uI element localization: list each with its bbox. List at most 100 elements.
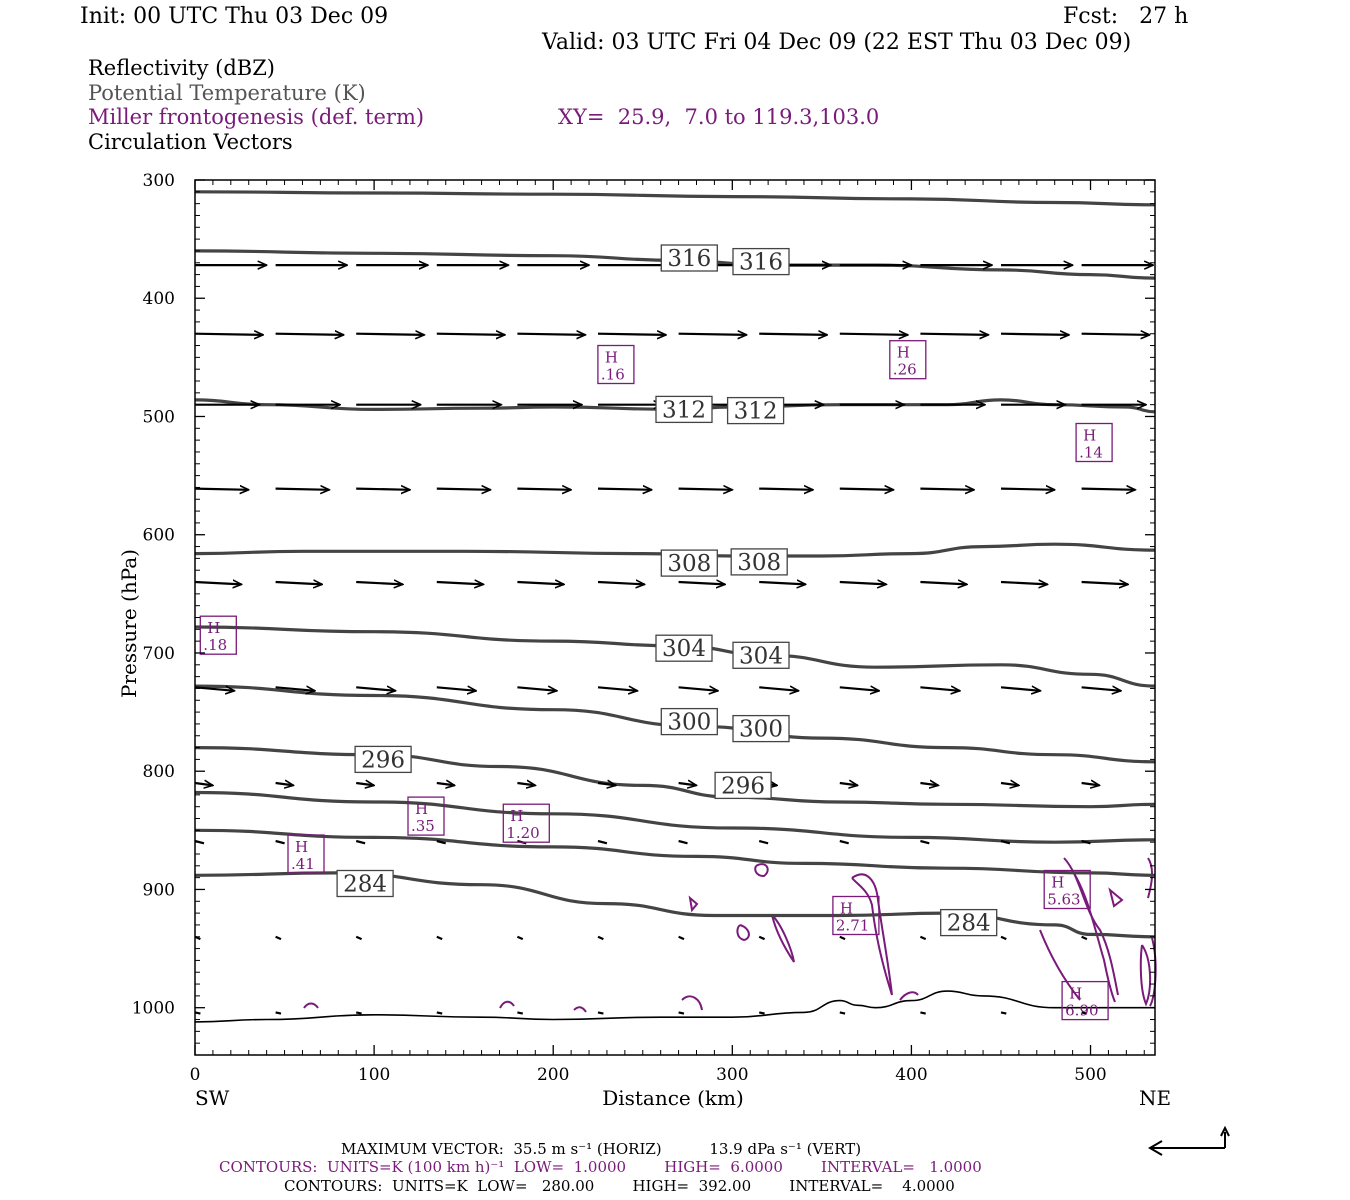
circulation-vector [1081, 935, 1088, 941]
theta-label: 284 [336, 869, 394, 898]
circulation-vector [759, 687, 798, 691]
circulation-vector [275, 334, 344, 335]
maximum-label: H [897, 344, 910, 362]
frontogenesis-contours [303, 857, 1157, 1013]
maximum-value: 1.20 [506, 824, 539, 842]
frontogenesis-contour [681, 995, 703, 1011]
maximum-label: H [605, 349, 618, 367]
circulation-vector [275, 783, 294, 785]
maximum-label: H [1083, 427, 1096, 445]
theta-label: 312 [726, 396, 785, 425]
y-tick-label: 300 [143, 171, 175, 191]
maximum-value: 2.71 [836, 917, 869, 935]
maximum-value: .14 [1079, 444, 1103, 462]
circulation-vector [597, 687, 637, 691]
circulation-vector [356, 687, 395, 691]
x-tick-label: 500 [1074, 1065, 1106, 1085]
circulation-vector [920, 687, 959, 691]
x-tick-label: 400 [895, 1065, 927, 1085]
maximum-value: .18 [203, 636, 227, 654]
theta-line-296 [194, 746, 1156, 809]
x-axis-title: Distance (km) [602, 1086, 744, 1110]
frontogenesis-contour [754, 863, 769, 878]
circulation-vector [275, 489, 330, 490]
maximum-label: H [295, 838, 308, 856]
circulation-vector [597, 935, 604, 941]
circulation-vector [597, 783, 616, 785]
circulation-vector [1000, 582, 1048, 584]
frontogenesis-maximum: H5.63 [1043, 869, 1091, 910]
circulation-vector [839, 783, 858, 785]
theta-label-text: 304 [739, 643, 783, 669]
maximum-box [597, 344, 635, 385]
maximum-value: .16 [601, 366, 625, 384]
circulation-vector [678, 489, 733, 490]
theta-label: 296 [354, 745, 412, 773]
maximum-value: 5.63 [1047, 891, 1080, 909]
theta-label-box [660, 244, 718, 272]
frontogenesis-maximum: H.41 [287, 834, 325, 874]
theta-line-292 [194, 790, 1156, 844]
x-tick-label: 200 [537, 1065, 569, 1085]
maximum-box [502, 803, 550, 843]
x-axis-end-label: NE [1139, 1086, 1171, 1110]
maximum-value: .35 [411, 817, 435, 835]
theta-label-text: 308 [737, 550, 781, 576]
circulation-vector [1081, 1011, 1088, 1015]
circulation-vector [678, 839, 688, 845]
circulation-vector [1081, 582, 1129, 584]
circulation-vector [839, 687, 879, 691]
circulation-vector [759, 489, 813, 490]
x-tick-label: 0 [190, 1065, 201, 1085]
x-tick-label: 100 [358, 1065, 390, 1085]
y-tick-label: 800 [143, 762, 175, 782]
circulation-vector [839, 1011, 846, 1015]
frontogenesis-maximum: H.18 [199, 615, 237, 655]
frontogenesis-contour [1108, 887, 1124, 908]
y-tick-label: 400 [143, 289, 175, 309]
theta-label-text: 284 [947, 911, 991, 937]
reference-vector-horizontal-head [1148, 1140, 1163, 1156]
cross-section-endpoints: XY= 25.9, 7.0 to 119.3,103.0 [558, 105, 880, 129]
theta-label: 296 [714, 771, 772, 799]
frontogenesis-contour [771, 914, 795, 963]
circulation-vector [758, 935, 766, 941]
circulation-vector [678, 935, 685, 941]
forecast-hour: Fcst: 27 h [1063, 4, 1189, 29]
circulation-vector [678, 582, 726, 584]
theta-label: 304 [655, 634, 713, 662]
circulation-vector [436, 1011, 443, 1015]
y-tick-label: 900 [143, 880, 175, 900]
legend-circulation-vectors: Circulation Vectors [88, 130, 293, 154]
circulation-vector [275, 839, 285, 845]
frontogenesis-contour [573, 1006, 587, 1013]
legend-reflectivity: Reflectivity (dBZ) [88, 56, 276, 80]
circulation-vector [517, 334, 585, 335]
circulation-vector [1000, 935, 1007, 941]
circulation-vector [1000, 1011, 1007, 1015]
maximum-label: H [207, 619, 220, 637]
circulation-vector [194, 334, 263, 335]
circulation-vector [920, 839, 930, 845]
circulation-vector [436, 839, 446, 845]
circulation-vector [839, 582, 887, 584]
y-tick-label: 700 [143, 644, 175, 664]
theta-label: 300 [732, 714, 790, 743]
theta-label-box [732, 247, 790, 276]
maximum-box [832, 895, 880, 936]
circulation-vector [436, 687, 476, 691]
circulation-vector [759, 582, 806, 584]
circulation-vector [517, 687, 556, 691]
circulation-vector [356, 334, 424, 335]
circulation-vector [436, 783, 455, 785]
theta-label-box [940, 908, 998, 937]
theta-label-box [655, 395, 713, 424]
circulation-vector [758, 839, 769, 845]
circulation-vector [517, 783, 535, 785]
theta-label-box [655, 634, 713, 662]
circulation-vector [597, 334, 666, 335]
theta-label-text: 312 [662, 397, 706, 423]
theta-label: 308 [730, 548, 788, 576]
frontogenesis-maximum: H6.90 [1061, 980, 1109, 1021]
theta-label-text: 316 [739, 250, 783, 276]
